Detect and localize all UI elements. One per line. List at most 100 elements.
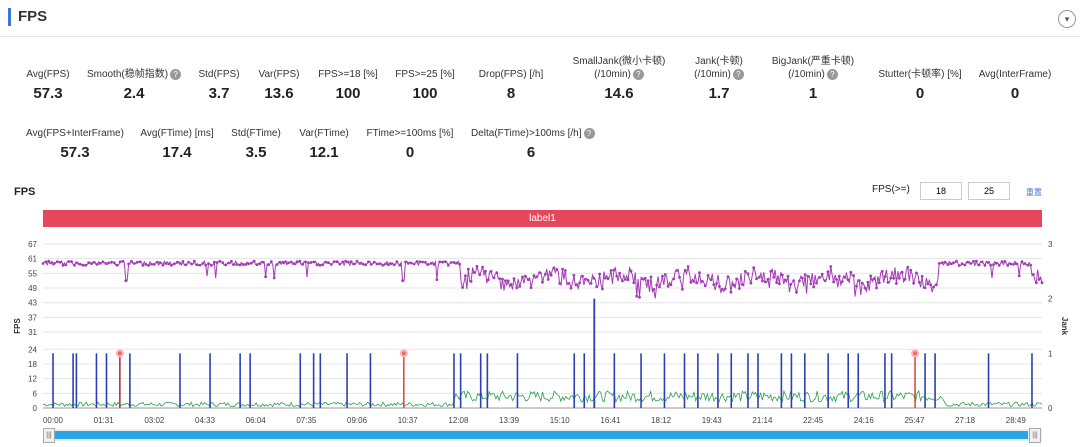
metric-9: BigJank(严重卡顿) (/10min)? 1 [753, 55, 873, 102]
fps-point [686, 265, 690, 268]
fps-point [55, 260, 59, 264]
range-handle-left[interactable]: ||| [43, 428, 55, 443]
fps-point [167, 262, 171, 266]
fps-point [558, 282, 561, 285]
fps-point [518, 285, 522, 288]
fps-point [621, 279, 624, 283]
fps-point [689, 280, 693, 284]
metric-5: FPS>=25 [%] 100 [365, 68, 485, 102]
fps-point [1012, 262, 1015, 266]
fps-point [586, 279, 590, 282]
fps-point [635, 294, 639, 298]
fps-point [150, 262, 153, 266]
fps-point [563, 269, 567, 272]
fps-point [989, 263, 992, 267]
fps-threshold-input-2[interactable] [968, 182, 1010, 200]
fps-point [415, 260, 419, 263]
fps-point [441, 260, 444, 264]
fps-threshold-input-1[interactable] [920, 182, 962, 200]
fps-point [832, 280, 835, 284]
fps-point [849, 270, 853, 274]
fps-point [172, 262, 176, 266]
metric-4: FPS>=18 [%] 100 [288, 68, 408, 102]
y2-tick-label: 1 [1048, 349, 1053, 358]
fps-point [800, 276, 804, 280]
fps-point [398, 263, 402, 267]
fps-point [606, 277, 610, 280]
help-icon[interactable]: ? [826, 68, 838, 80]
x-tick-label: 24:16 [854, 416, 875, 425]
metric-value: 6 [526, 144, 536, 161]
fps-point [78, 262, 82, 266]
fps-point [994, 261, 998, 265]
fps-point [743, 270, 747, 273]
fps-point [475, 264, 479, 268]
fps-point [909, 268, 913, 272]
fps-point [278, 260, 282, 264]
fps-point [501, 277, 504, 281]
metric-label: Std(FPS) [198, 69, 240, 80]
fps-point [775, 281, 778, 284]
collapse-toggle-icon[interactable]: ▾ [1058, 10, 1076, 28]
fps-point [489, 270, 493, 273]
reset-link[interactable]: 重置 [1026, 188, 1042, 197]
fps-point [152, 262, 156, 266]
fps-point [275, 263, 279, 266]
fps-point [215, 261, 219, 264]
metric-4: FTime>=100ms [%] 0 [350, 127, 470, 161]
metric-value: 13.6 [264, 85, 294, 102]
fps-point [840, 280, 844, 283]
metric-label: FPS>=25 [%] [395, 69, 455, 80]
fps-point [44, 260, 48, 264]
x-tick-label: 00:00 [43, 416, 64, 425]
metric-label: SmallJank(微小卡顿) (/10min)? [572, 56, 666, 80]
metric-value: 8 [506, 85, 516, 102]
fps-point [392, 263, 396, 267]
fps-point [369, 263, 373, 266]
fps-point [307, 261, 310, 264]
range-handle-right[interactable]: ||| [1029, 428, 1041, 443]
fps-point [1029, 263, 1032, 267]
fps-point [464, 274, 467, 278]
fps-point [823, 279, 827, 283]
fps-point [130, 259, 133, 263]
fps-point [643, 276, 647, 280]
help-icon[interactable]: ? [632, 68, 644, 80]
fps-point [327, 261, 330, 264]
help-icon[interactable]: ? [732, 68, 744, 80]
fps-point [329, 263, 333, 266]
fps-point [860, 281, 864, 285]
y-tick-label: 0 [33, 404, 38, 413]
fps-point [720, 287, 724, 291]
fps-threshold-label: FPS(>=) [872, 184, 910, 195]
metric-value: 2.4 [123, 85, 145, 102]
fps-point [321, 263, 325, 267]
fps-point [515, 286, 519, 290]
timeline-range-fill[interactable] [52, 431, 1028, 439]
x-tick-label: 10:37 [398, 416, 419, 425]
fps-point [912, 281, 915, 285]
metric-3: Var(FTime) 12.1 [264, 127, 384, 161]
label-bar[interactable]: label1 [43, 210, 1042, 227]
fps-point [255, 263, 259, 267]
fps-point [358, 262, 362, 265]
fps-point [872, 277, 875, 281]
fps-point [795, 290, 798, 294]
fps-point [287, 261, 290, 265]
fps-point [230, 259, 233, 263]
fps-point [261, 260, 265, 264]
fps-point [875, 286, 878, 290]
fps-point [669, 283, 673, 287]
fps-point [195, 263, 199, 267]
help-icon[interactable]: ? [170, 68, 182, 80]
metric-value: 17.4 [162, 144, 192, 161]
help-icon[interactable]: ? [583, 127, 595, 139]
metric-label: Avg(FTime) [ms] [140, 128, 214, 139]
fps-point [792, 279, 796, 282]
fps-point [578, 281, 581, 285]
metric-10: Stutter(卡顿率) [%] 0 [860, 68, 980, 102]
fps-point [244, 263, 248, 266]
fps-point [227, 261, 230, 265]
fps-point [1037, 278, 1041, 281]
